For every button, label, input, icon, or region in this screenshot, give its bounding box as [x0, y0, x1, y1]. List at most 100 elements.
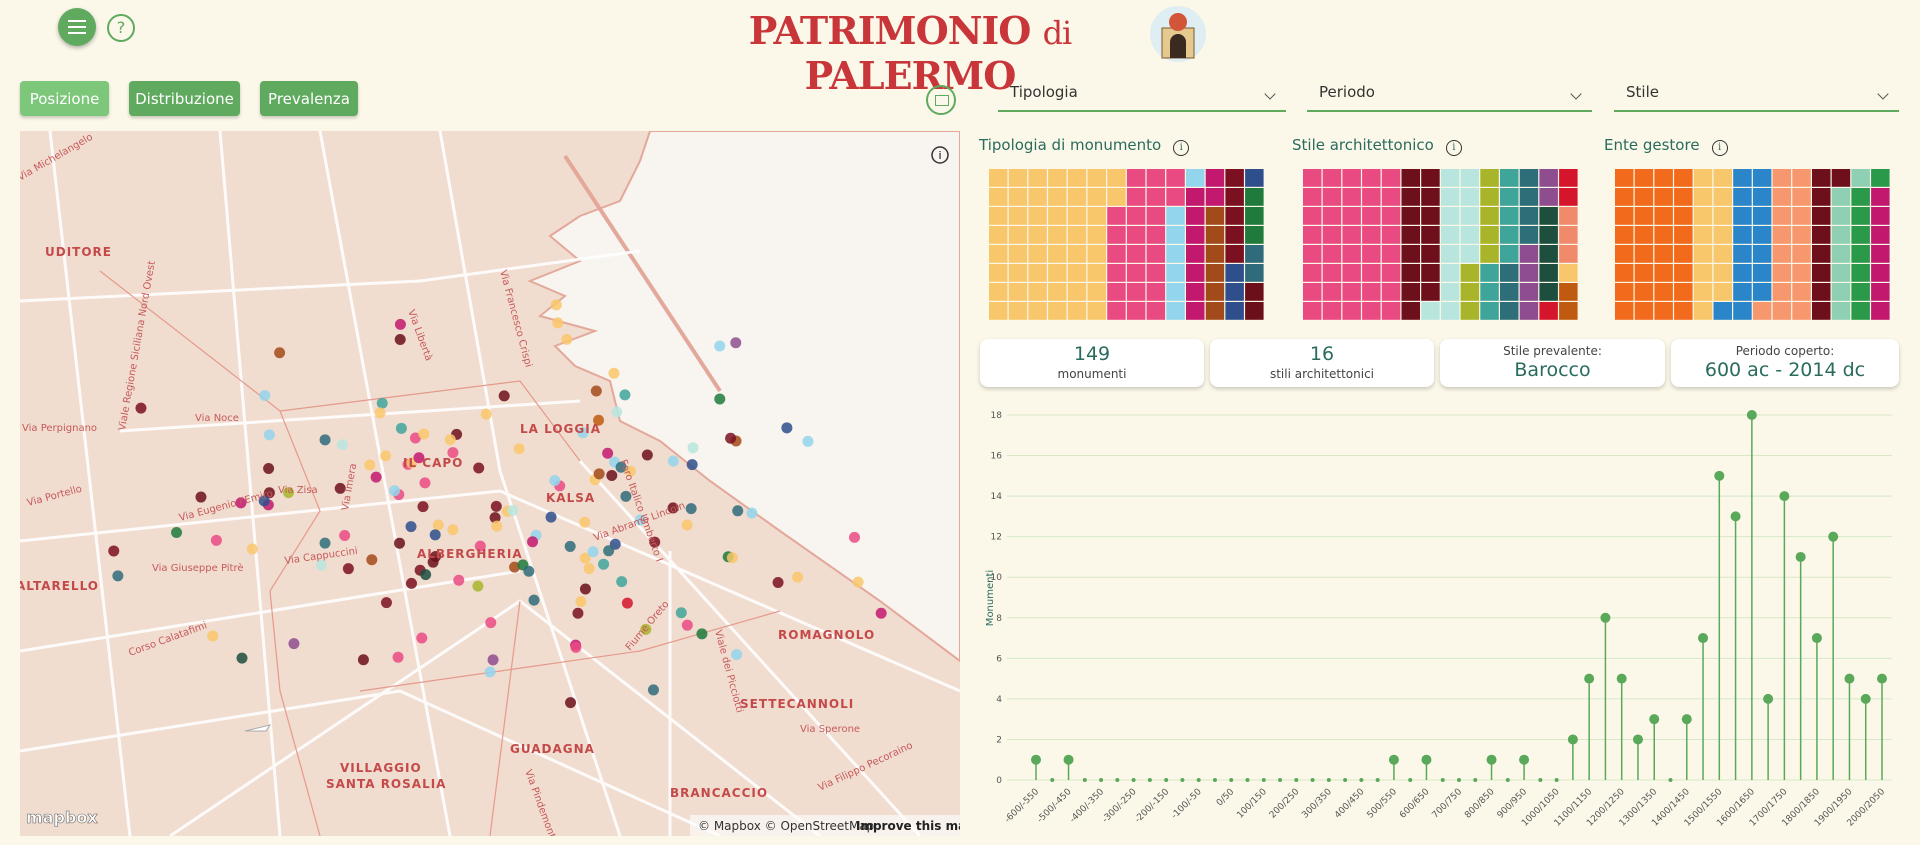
waffle-cell	[1693, 207, 1713, 225]
waffle-cell	[1401, 169, 1420, 187]
waffle-cell	[1792, 264, 1811, 282]
place-label: VILLAGGIO	[340, 761, 422, 775]
lollipop-head	[1082, 778, 1087, 782]
map-marker	[263, 463, 275, 475]
waffle-cell	[1733, 264, 1752, 282]
waffle-cell	[1126, 207, 1146, 225]
mapbox-logo[interactable]: mapbox	[26, 808, 99, 828]
tab[interactable]: Prevalenza	[260, 81, 358, 116]
lollipop-head	[1278, 778, 1283, 782]
lollipop-head	[1261, 778, 1266, 782]
map-marker	[579, 516, 591, 528]
waffle-cell	[1186, 264, 1205, 282]
improve-map[interactable]: Improve this map	[856, 819, 960, 833]
map-info[interactable]	[931, 146, 949, 164]
waffle-cell	[1342, 302, 1361, 320]
place-label: UDITORE	[45, 245, 112, 259]
waffle-cell	[1500, 226, 1519, 244]
waffle-cell	[1322, 283, 1342, 301]
waffle-cell	[1752, 283, 1772, 301]
map-marker	[490, 500, 502, 512]
waffle-cell	[1067, 188, 1087, 206]
waffle-cell	[1654, 169, 1673, 187]
dropdown[interactable]: Periodo	[1307, 83, 1592, 112]
waffle-cell	[1674, 245, 1693, 263]
waffle-cell	[1048, 302, 1067, 320]
waffle-cell	[1146, 169, 1166, 187]
map-marker	[171, 526, 183, 538]
map-marker	[802, 435, 814, 447]
waffle-cell	[1674, 188, 1693, 206]
waffle-cell	[1107, 226, 1126, 244]
monument-button[interactable]	[926, 85, 956, 115]
waffle-cell	[1008, 283, 1028, 301]
waffle-cell	[1186, 283, 1205, 301]
attribution[interactable]: © Mapbox © OpenStreetMap	[698, 819, 874, 833]
menu-button[interactable]	[58, 8, 96, 46]
place-label: ALTARELLO	[20, 579, 99, 593]
waffle-cell	[1831, 207, 1851, 225]
waffle-cell	[1303, 264, 1322, 282]
waffle-cell	[1245, 264, 1264, 282]
map-marker	[714, 393, 726, 405]
waffle-cell	[1401, 264, 1420, 282]
map[interactable]: UDITORE IL CAPO LA LOGGIA KALSA ALBERGHE…	[20, 131, 960, 836]
tab[interactable]: Distribuzione	[129, 81, 240, 116]
waffle-cell	[1693, 226, 1713, 244]
logo-icon	[1150, 6, 1206, 62]
kpi-caption: Stile prevalente:	[1503, 344, 1602, 358]
waffle-cell	[1126, 245, 1146, 263]
map-marker	[342, 563, 354, 575]
waffle-cell	[1126, 264, 1146, 282]
waffle-cell	[1752, 226, 1772, 244]
waffle-cell	[1342, 188, 1361, 206]
lollipop-head	[1779, 491, 1790, 502]
waffle-cell	[1500, 169, 1519, 187]
waffle-cell	[1831, 283, 1851, 301]
map-marker	[640, 623, 652, 635]
waffle-title-text: Ente gestore	[1604, 136, 1700, 154]
lollipop-head	[1031, 754, 1041, 765]
waffle-cell	[1440, 283, 1460, 301]
waffle-cell	[1792, 169, 1811, 187]
waffle-cell	[1871, 226, 1890, 244]
map-marker	[489, 512, 501, 524]
map-marker	[319, 537, 331, 549]
waffle-cell	[1871, 245, 1890, 263]
waffle-cell	[1166, 283, 1185, 301]
x-tick-label: 800/850	[1463, 787, 1497, 821]
waffle-cell	[1048, 169, 1067, 187]
waffle-cell	[1008, 245, 1028, 263]
waffle-cell	[1421, 169, 1440, 187]
lollipop-head	[1567, 734, 1578, 745]
waffle-cell	[1401, 302, 1420, 320]
map-marker	[491, 520, 503, 532]
help-button[interactable]: ?	[107, 14, 135, 42]
waffle-cell	[1146, 188, 1166, 206]
map-marker	[473, 462, 485, 474]
waffle-cell	[1421, 245, 1440, 263]
dropdown[interactable]: Tipologia	[998, 83, 1286, 112]
map-marker	[620, 490, 632, 502]
waffle-cell	[1460, 188, 1480, 206]
place-label: ROMAGNOLO	[778, 628, 875, 642]
waffle-cell	[1460, 245, 1480, 263]
waffle-cell	[1028, 302, 1047, 320]
dropdown[interactable]: Stile	[1614, 83, 1899, 112]
waffle-cell	[1733, 302, 1752, 320]
waffle-cell	[1421, 207, 1440, 225]
waffle-title-text: Tipologia di monumento	[979, 136, 1162, 154]
waffle-cell	[1812, 207, 1831, 225]
lollipop-head	[1212, 778, 1217, 782]
waffle-cell	[1539, 188, 1558, 206]
map-marker	[611, 406, 623, 418]
waffle-cell	[1028, 283, 1047, 301]
street-label: Via Perpignano	[22, 423, 97, 434]
waffle-cell	[1460, 264, 1480, 282]
waffle-cell	[1851, 302, 1870, 320]
tab[interactable]: Posizione	[20, 81, 109, 116]
waffle-cell	[1831, 226, 1851, 244]
map-marker	[364, 459, 376, 471]
map-marker	[545, 511, 557, 523]
lollipop-head	[1554, 778, 1559, 782]
